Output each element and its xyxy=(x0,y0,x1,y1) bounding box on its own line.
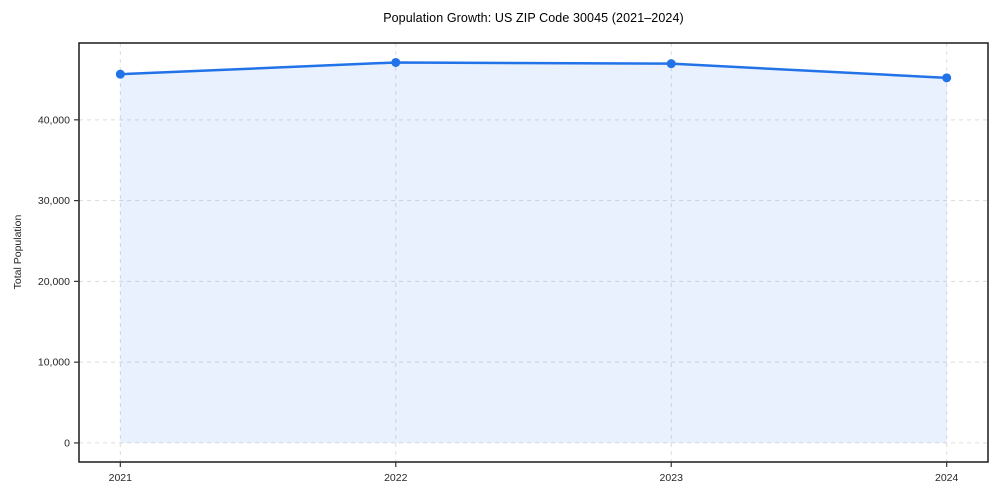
area-fill xyxy=(120,62,947,443)
y-tick-label: 30,000 xyxy=(38,195,70,207)
plot-border xyxy=(78,42,989,463)
x-tick-label: 2023 xyxy=(660,472,684,484)
y-tick-label: 0 xyxy=(64,437,70,449)
data-point-marker xyxy=(391,57,401,67)
y-tick-label: 10,000 xyxy=(38,357,70,369)
x-tick-label: 2021 xyxy=(109,472,133,484)
data-line xyxy=(119,61,948,80)
data-point-marker xyxy=(666,59,676,69)
y-tick-label: 20,000 xyxy=(38,276,70,288)
data-point-marker xyxy=(942,73,952,83)
y-tick-label: 40,000 xyxy=(38,114,70,126)
x-tick-label: 2024 xyxy=(935,472,959,484)
chart-title: Population Growth: US ZIP Code 30045 (20… xyxy=(383,11,684,25)
x-tick-label: 2022 xyxy=(384,472,408,484)
data-point-marker xyxy=(115,69,125,79)
